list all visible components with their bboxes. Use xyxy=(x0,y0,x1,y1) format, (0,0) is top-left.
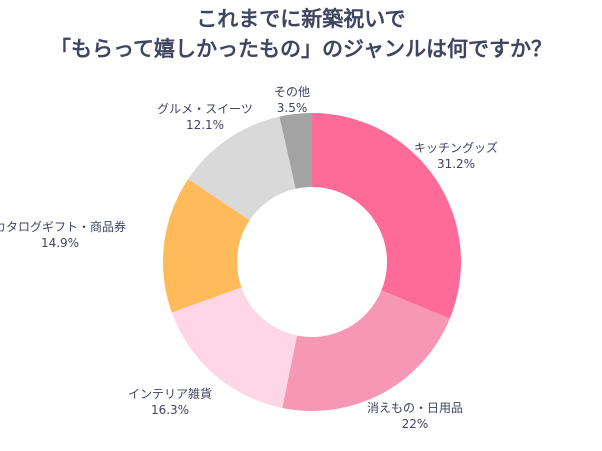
slice-4 xyxy=(188,116,296,221)
slice-1 xyxy=(282,290,450,411)
slice-value-label: 14.9% xyxy=(41,236,79,250)
slice-2 xyxy=(171,287,298,408)
slice-label: 消えもの・日用品 xyxy=(367,401,463,415)
slice-value-label: 16.3% xyxy=(151,403,189,417)
slice-3 xyxy=(163,179,250,313)
slice-label: グルメ・スイーツ xyxy=(157,102,253,116)
slice-value-label: 12.1% xyxy=(186,118,224,132)
slice-label: その他 xyxy=(274,85,310,99)
slice-value-label: 22% xyxy=(402,417,429,431)
slice-value-label: 3.5% xyxy=(277,101,308,115)
slice-0 xyxy=(312,113,461,319)
slice-label: インテリア雑貨 xyxy=(128,386,212,401)
chart-title-line-2: 「もらって嬉しかったもの」のジャンルは何ですか？ xyxy=(50,37,552,61)
chart-title-line-1: これまでに新築祝いで xyxy=(196,7,406,31)
slice-label: カタログギフト・商品券 xyxy=(0,219,126,234)
slice-label: キッチングッズ xyxy=(414,140,498,155)
slice-5 xyxy=(279,113,312,189)
slice-value-label: 31.2% xyxy=(437,157,475,171)
